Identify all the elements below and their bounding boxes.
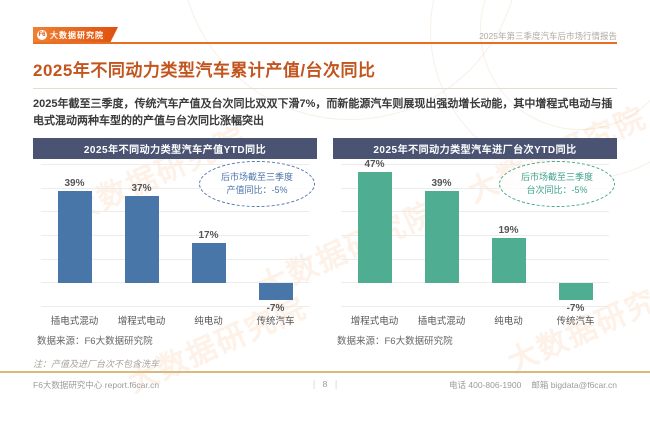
annotation-line: 产值同比：-5% xyxy=(226,185,288,195)
annotation-line: 后市场截至三季度 xyxy=(520,171,593,182)
page-footer: F6大数据研究中心 report.f6car.cn 8 电话 400-806-1… xyxy=(33,379,617,393)
brand-logo-icon: F6 xyxy=(38,32,46,38)
annotation-line: 后市场截至三季度 xyxy=(220,171,293,182)
footer-phone: 电话 400-806-1900 xyxy=(449,380,522,390)
chart-panel-workshop-visits: 2025年不同动力类型汽车进厂台次YTD同比 47% 39% 19% -7% 增程式电… xyxy=(333,138,617,347)
bar-value-label: 47% xyxy=(364,159,385,171)
bar xyxy=(357,172,392,284)
bar-group: 47% xyxy=(341,159,408,307)
page-number-block: 8 xyxy=(313,379,337,389)
data-source-label: 数据来源：F6大数据研究院 xyxy=(37,336,153,347)
category-label: 增程式电动 xyxy=(350,316,399,327)
gridline xyxy=(41,187,309,189)
category-label: 插电式混动 xyxy=(50,316,99,327)
bar xyxy=(491,238,526,284)
bar-group: 39% xyxy=(408,165,475,307)
summary-text: 2025年截至三季度，传统汽车产值及台次同比双双下滑7%，而新能源汽车则展现出强… xyxy=(33,98,613,128)
header-divider xyxy=(33,42,617,44)
bar-group: 17% xyxy=(175,165,242,307)
bar xyxy=(558,283,593,300)
chart-title: 2025年不同动力类型汽车进厂台次YTD同比 xyxy=(333,138,617,159)
bar-group: 39% xyxy=(41,165,108,307)
bar xyxy=(424,191,459,284)
chart-title: 2025年不同动力类型汽车产值YTD同比 xyxy=(33,138,317,159)
bar xyxy=(57,191,92,284)
brand-logo-label: 大数据研究院 xyxy=(50,30,104,40)
bar-plot: 47% 39% 19% -7% xyxy=(341,159,609,314)
category-label: 纯电动 xyxy=(194,316,223,327)
title-divider xyxy=(33,88,617,89)
gridline xyxy=(41,235,309,236)
bar-group: 37% xyxy=(108,165,175,307)
page-number-separator xyxy=(313,379,315,389)
footnote: 注：产值及进厂台次不包含洗车 xyxy=(33,359,160,369)
bar xyxy=(124,195,159,284)
charts-row: 2025年不同动力类型汽车产值YTD同比 39% 37% 17% -7% 插电式混动增… xyxy=(33,138,617,347)
page-number-separator xyxy=(335,379,337,389)
bar-group: 19% xyxy=(475,165,542,307)
gridline xyxy=(41,211,309,213)
gridline xyxy=(341,235,609,236)
page-number: 8 xyxy=(322,379,328,389)
category-axis: 插电式混动 增程式电动 纯电动 传统汽车 xyxy=(41,313,309,327)
bar-value-label: -7% xyxy=(566,302,585,314)
gridline xyxy=(341,187,609,189)
category-label: 纯电动 xyxy=(494,316,523,327)
bar xyxy=(258,283,293,300)
bar-value-label: -7% xyxy=(266,302,285,314)
chart-panel-output-value: 2025年不同动力类型汽车产值YTD同比 39% 37% 17% -7% 插电式混动 增… xyxy=(33,138,317,347)
report-subtitle: 2025年第三季度汽车后市场行情报告 xyxy=(479,31,617,41)
chart-area: 47% 39% 19% -7% 增程式电动 插电式混动 纯电动 传统汽车 后市场截至三季度 … xyxy=(333,159,617,329)
category-label: 插电式混动 xyxy=(417,316,466,327)
footer-contact: 电话 400-806-1900 邮箱 bigdata@f6car.cn xyxy=(449,379,617,391)
bar-plot: 39% 37% 17% -7% xyxy=(41,164,309,314)
gridline xyxy=(341,306,609,307)
bar-value-label: 17% xyxy=(198,230,219,242)
category-label: 增程式电动 xyxy=(117,316,166,327)
bar-value-label: 19% xyxy=(498,225,519,237)
gridline xyxy=(41,164,309,165)
brand-logo: F6 大数据研究院 xyxy=(33,27,118,43)
bar xyxy=(191,243,226,284)
bar-group: -7% xyxy=(242,165,309,314)
category-axis: 增程式电动 插电式混动 纯电动 传统汽车 xyxy=(341,313,609,327)
data-source-label: 数据来源：F6大数据研究院 xyxy=(337,336,453,347)
annotation-callout: 后市场截至三季度 产值同比：-5% xyxy=(199,161,315,207)
category-label: 传统汽车 xyxy=(556,316,595,327)
category-label: 传统汽车 xyxy=(256,316,295,327)
bar-value-label: 39% xyxy=(431,178,452,190)
chart-area: 39% 37% 17% -7% 插电式混动 增程式电动 纯电动 传统汽车 后市场截至三季度 … xyxy=(33,159,317,329)
bar-value-label: 39% xyxy=(64,178,85,190)
gridline xyxy=(341,164,609,165)
footer-divider xyxy=(0,371,650,373)
gridline xyxy=(41,282,309,284)
bar-value-label: 37% xyxy=(131,182,152,194)
gridline xyxy=(41,306,309,307)
page-header: F6 大数据研究院 2025年第三季度汽车后市场行情报告 xyxy=(33,27,617,44)
gridline xyxy=(341,258,609,260)
annotation-callout: 后市场截至三季度 台次同比：-5% xyxy=(499,161,615,207)
gridline xyxy=(341,211,609,213)
page-title: 2025年不同动力类型汽车累计产值/台次同比 xyxy=(33,61,376,80)
footer-source-link: F6大数据研究中心 report.f6car.cn xyxy=(33,380,160,390)
gridline xyxy=(341,282,609,284)
annotation-line: 台次同比：-5% xyxy=(526,185,588,195)
bar-group: -7% xyxy=(542,165,609,314)
gridline xyxy=(41,258,309,260)
footer-email: 邮箱 bigdata@f6car.cn xyxy=(531,380,617,390)
